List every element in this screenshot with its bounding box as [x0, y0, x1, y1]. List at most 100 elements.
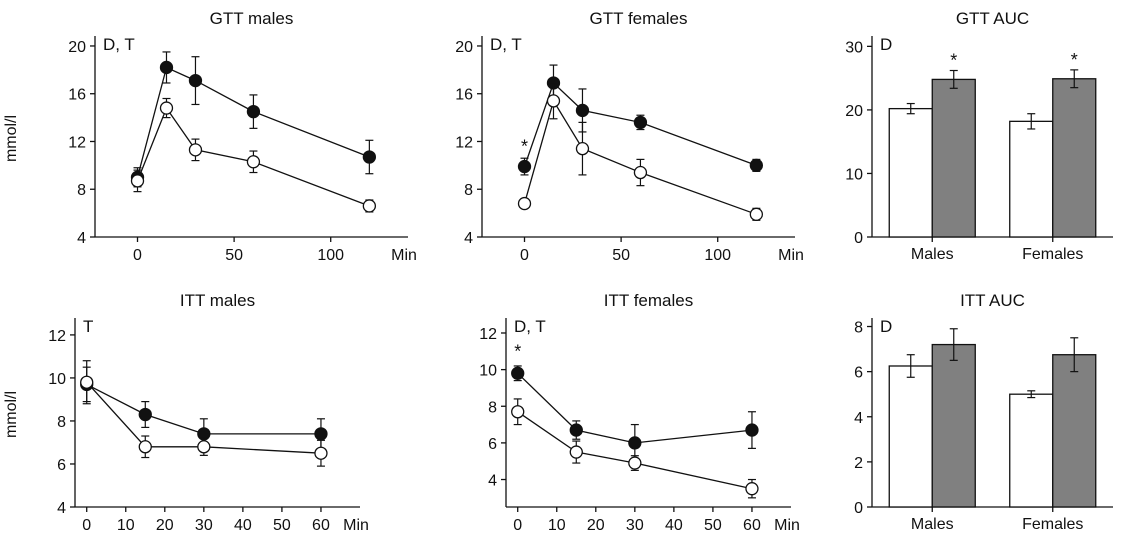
bar-series-1: [931, 328, 1097, 508]
series-filled: [511, 365, 759, 462]
series-filled: [80, 366, 328, 450]
category-label: Females: [1022, 516, 1083, 533]
data-point: [749, 158, 764, 173]
panel-letters: T: [83, 317, 93, 336]
y-axis-label: mmol/l: [3, 391, 20, 438]
x-tick-label: 0: [133, 247, 142, 264]
data-point: [628, 436, 642, 450]
y-tick-label: 10: [48, 371, 66, 388]
x-tick-label: 0: [82, 517, 91, 534]
x-tick-label: 20: [156, 517, 174, 534]
series-line: [86, 381, 322, 454]
data-point: [575, 103, 590, 118]
y-tick-label: 4: [57, 500, 66, 517]
data-point: [633, 165, 648, 180]
y-tick-label: 10: [845, 166, 863, 183]
y-tick-label: 10: [479, 363, 497, 380]
data-point: [511, 366, 525, 380]
chart-gtt-auc: GTT AUC D 0 10 20 30 Males Females * *: [845, 9, 1113, 263]
data-point: [745, 423, 759, 437]
data-point: [314, 427, 328, 441]
series-filled: [517, 64, 764, 176]
y-tick-label: 8: [77, 182, 86, 199]
x-tick-label: 50: [612, 247, 630, 264]
y-tick-label: 6: [854, 365, 863, 382]
y-tick-label: 12: [479, 326, 497, 343]
x-tick-label: 40: [665, 517, 683, 534]
bar: [1009, 120, 1054, 238]
x-unit-label: Min: [343, 517, 369, 534]
x-tick-label: 50: [704, 517, 722, 534]
data-point: [511, 405, 525, 419]
y-tick-label: 6: [57, 457, 66, 474]
bar: [931, 78, 976, 238]
data-point: [197, 440, 211, 454]
series-open: [517, 82, 764, 221]
x-tick-label: 0: [513, 517, 522, 534]
data-point: [138, 407, 152, 422]
bar-series-0: [888, 354, 1054, 508]
y-tick-label: 12: [68, 134, 86, 151]
y-tick-label: 0: [854, 500, 863, 517]
bar: [1052, 354, 1097, 508]
data-point: [159, 60, 174, 75]
y-tick-label: 8: [488, 399, 497, 416]
y-tick-label: 0: [854, 230, 863, 247]
data-point: [246, 155, 261, 169]
bar: [1009, 393, 1054, 508]
series-line: [517, 372, 753, 444]
chart-gtt-males: GTT males D, T 4 8 12 16 20 mmol/l 0 50 100 Min: [3, 9, 417, 264]
data-point: [138, 440, 152, 454]
x-tick-label: 20: [587, 517, 605, 534]
significance-mark: *: [1071, 50, 1078, 70]
y-tick-label: 4: [464, 230, 473, 247]
bar: [888, 107, 933, 238]
x-tick-label: 100: [317, 247, 344, 264]
data-point: [130, 174, 145, 188]
series-open: [130, 97, 377, 213]
data-point: [517, 196, 532, 211]
chart-title: GTT females: [590, 9, 688, 28]
data-point: [628, 456, 642, 470]
data-point: [188, 73, 203, 88]
chart-itt-females: ITT females D, T 4 6 8 10 12 0 10 20 30 40 50 60 Min *: [479, 291, 800, 534]
significance-mark: *: [950, 51, 957, 71]
y-tick-label: 4: [488, 473, 497, 490]
data-point: [362, 199, 377, 213]
category-label: Males: [911, 516, 954, 533]
data-point: [633, 115, 648, 130]
y-tick-label: 20: [68, 39, 86, 56]
category-label: Males: [911, 246, 954, 263]
y-tick-label: 8: [854, 320, 863, 337]
bar-series-1: [931, 69, 1097, 238]
chart-title: ITT females: [604, 291, 693, 310]
y-tick-label: 2: [854, 455, 863, 472]
x-tick-label: 10: [548, 517, 566, 534]
bar-series-0: [888, 102, 1054, 238]
data-point: [745, 482, 759, 496]
x-tick-label: 50: [225, 247, 243, 264]
data-point: [575, 141, 590, 156]
data-point: [159, 101, 174, 115]
data-point: [749, 207, 764, 221]
significance-mark: *: [514, 341, 521, 361]
chart-gtt-females: GTT females D, T 4 8 12 16 20 0 50 100 Min *: [455, 9, 804, 264]
data-point: [546, 94, 561, 108]
x-tick-label: 60: [743, 517, 761, 534]
y-tick-label: 8: [57, 414, 66, 431]
series-line: [517, 411, 753, 490]
data-point: [569, 423, 583, 437]
x-tick-label: 40: [234, 517, 252, 534]
panel-letters: D: [880, 35, 892, 54]
y-tick-label: 12: [455, 134, 473, 151]
bar: [1052, 78, 1097, 238]
data-point: [188, 143, 203, 157]
y-tick-label: 4: [77, 230, 86, 247]
data-point: [362, 150, 377, 164]
chart-title: GTT AUC: [956, 9, 1029, 28]
x-unit-label: Min: [774, 517, 800, 534]
x-tick-label: 30: [626, 517, 644, 534]
category-label: Females: [1022, 246, 1083, 263]
x-tick-label: 10: [117, 517, 135, 534]
